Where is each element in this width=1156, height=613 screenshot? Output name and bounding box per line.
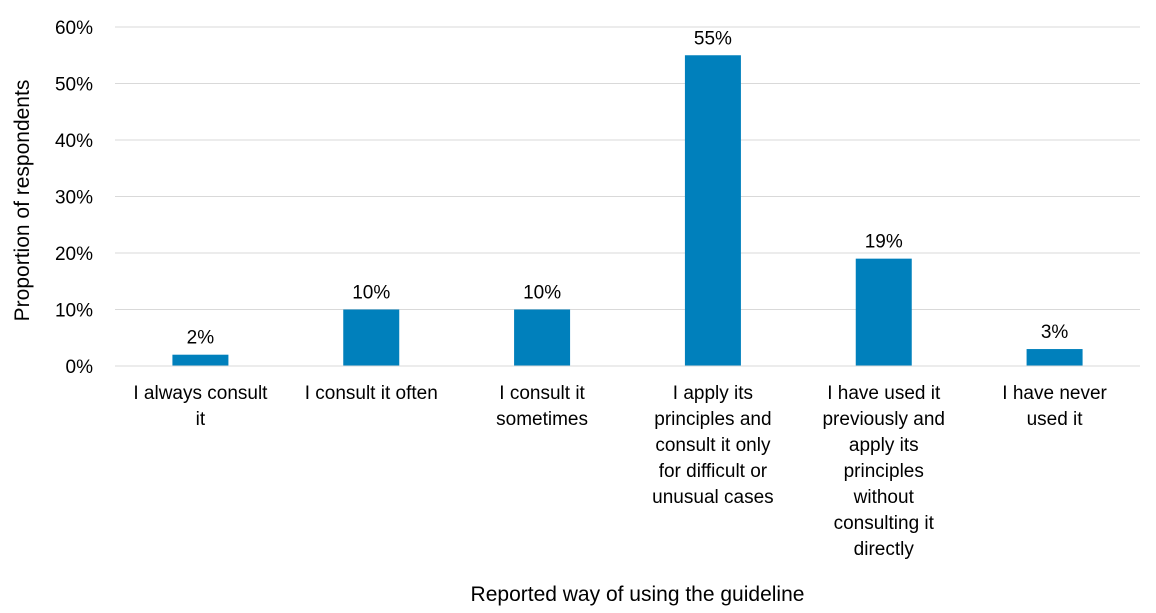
x-category-label-line: consulting it [834, 513, 935, 534]
x-axis-title: Reported way of using the guideline [471, 583, 805, 606]
x-category-label-line: previously and [822, 409, 945, 430]
bar [1026, 349, 1083, 366]
bar [855, 258, 912, 366]
bar [172, 354, 229, 366]
data-label: 10% [523, 283, 561, 304]
x-category-label: I have used it previously and apply its pri… [822, 383, 945, 560]
y-axis-title: Proportion of respondents [11, 80, 34, 322]
x-category-label: I consult it sometimes [496, 383, 588, 430]
x-category-label-line: I have never [1002, 383, 1107, 404]
y-axis-ticks: 0% 10% 20% 30% 40% 50% 60% [55, 18, 93, 378]
x-category-label: I always consult it [133, 383, 268, 430]
x-category-label-line: unusual cases [652, 487, 773, 508]
y-tick-label: 30% [55, 188, 93, 209]
x-category-label: I have never used it [1002, 383, 1107, 430]
x-category-label-line: principles [844, 461, 924, 482]
y-tick-label: 0% [66, 357, 94, 378]
data-label: 10% [352, 283, 390, 304]
x-category-label-line: it [196, 409, 206, 430]
x-category-label-line: I apply its [673, 383, 753, 404]
x-category-label-line: sometimes [496, 409, 588, 430]
x-category-label-line: directly [854, 539, 915, 560]
data-label: 55% [694, 28, 732, 49]
x-category-label-line: apply its [849, 435, 919, 456]
y-tick-label: 10% [55, 301, 93, 322]
y-tick-label: 20% [55, 244, 93, 265]
x-axis-categories: I always consult it I consult it often I co… [133, 383, 1107, 560]
y-tick-label: 40% [55, 131, 93, 152]
x-category-label-line: used it [1027, 409, 1084, 430]
x-category-label-line: I always consult [133, 383, 268, 404]
x-category-label-line: I have used it [827, 383, 941, 404]
data-label: 19% [865, 232, 903, 253]
bar [343, 309, 400, 366]
x-category-label-line: for difficult or [659, 461, 768, 482]
data-label: 2% [187, 328, 215, 349]
gridlines [115, 26, 1140, 310]
y-tick-label: 60% [55, 18, 93, 39]
data-label: 3% [1041, 322, 1069, 343]
bar [684, 55, 741, 366]
y-tick-label: 50% [55, 75, 93, 96]
bars [172, 55, 1083, 366]
x-category-label-line: consult it only [655, 435, 771, 456]
x-category-label: I apply its principles and consult it only… [652, 383, 773, 508]
data-labels: 2% 10% 10% 55% 19% 3% [187, 28, 1069, 348]
x-category-label-line: I consult it [499, 383, 585, 404]
x-category-label: I consult it often [305, 383, 438, 404]
x-category-label-line: without [853, 487, 915, 508]
x-category-label-line: principles and [654, 409, 771, 430]
bar [514, 309, 571, 366]
x-category-label-line: I consult it often [305, 383, 438, 404]
